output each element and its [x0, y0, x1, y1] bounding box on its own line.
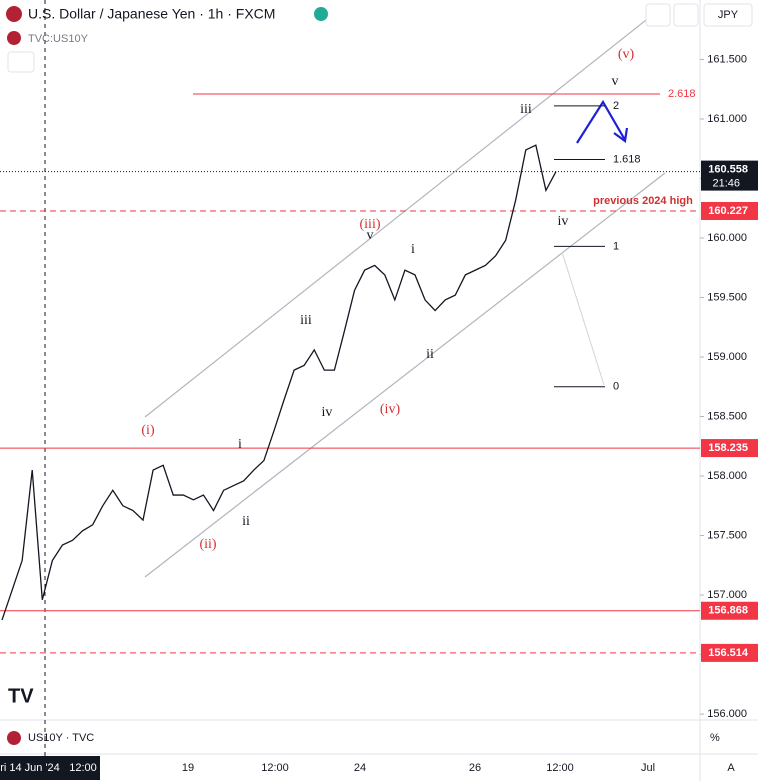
- price-label-box: [701, 202, 758, 221]
- compare-icon: [7, 31, 21, 45]
- wave-label: iv: [322, 405, 333, 420]
- y-tick-label: 160.000: [707, 232, 747, 244]
- x-tick-label: 12:00: [69, 762, 97, 774]
- price-label: 160.227: [708, 205, 748, 217]
- wave-label: (iv): [380, 402, 401, 417]
- projection-arrow: [576, 99, 626, 144]
- x-tick-label: 12:00: [261, 762, 289, 774]
- x-tick-label: 12:00: [546, 762, 574, 774]
- countdown: 21:46: [712, 178, 740, 190]
- x-tick-label: 26: [469, 762, 481, 774]
- fib-label: 1: [613, 240, 619, 252]
- y-tick-label: 157.000: [707, 589, 747, 601]
- wave-label: ii: [242, 514, 250, 529]
- footer-unit: %: [710, 732, 720, 744]
- wave-label: v: [367, 228, 374, 243]
- x-tick-label: ri 14 Jun '24: [0, 762, 60, 774]
- fib-trend: [561, 251, 605, 386]
- last-price-box: [701, 160, 758, 191]
- button[interactable]: [645, 3, 671, 27]
- y-tick-label: 161.000: [707, 113, 747, 125]
- price-label: 156.514: [708, 647, 749, 659]
- x-tick-label: 24: [354, 762, 366, 774]
- x-tick-label: 19: [182, 762, 194, 774]
- x-label-box: [0, 756, 100, 780]
- price-label: 156.868: [708, 605, 748, 617]
- fib-label: 0: [613, 381, 619, 393]
- wave-label: (v): [618, 47, 635, 62]
- wave-label: v: [612, 74, 619, 89]
- symbol-title[interactable]: U.S. Dollar / Japanese Yen · 1h · FXCM: [28, 6, 275, 22]
- price-label: 158.235: [708, 442, 748, 454]
- y-tick-label: 158.500: [707, 410, 747, 422]
- fib-label: 2.618: [668, 88, 696, 100]
- footer-icon: [7, 731, 21, 745]
- wave-label: iv: [558, 214, 569, 229]
- y-tick-label: 159.000: [707, 351, 747, 363]
- arrow-head: [613, 127, 629, 143]
- currency[interactable]: JPY: [718, 9, 739, 21]
- wave-label: i: [238, 437, 242, 452]
- wave-label: (iii): [360, 217, 381, 232]
- wave-label: iii: [520, 102, 532, 117]
- fib-label: 1.618: [613, 153, 641, 165]
- y-tick-label: 159.500: [707, 291, 747, 303]
- fib-label: 2: [613, 100, 619, 112]
- wave-label: previous 2024 high: [593, 195, 693, 207]
- wave-label: i: [411, 242, 415, 257]
- price-label-box: [701, 439, 758, 458]
- status-dot: [314, 7, 328, 21]
- wave-label: iii: [300, 313, 312, 328]
- button[interactable]: [673, 3, 699, 27]
- y-tick-label: 158.000: [707, 470, 747, 482]
- wave-label: (ii): [199, 537, 216, 552]
- price-label-box: [701, 643, 758, 662]
- price-label-box: [701, 601, 758, 620]
- footer-symbol: US10Y · TVC: [28, 732, 94, 744]
- collapse-button[interactable]: [7, 51, 35, 73]
- logo: TV: [8, 685, 34, 707]
- currency-button[interactable]: [703, 3, 753, 27]
- y-tick-label: 161.500: [707, 53, 747, 65]
- channel-lower: [144, 172, 666, 578]
- compare-symbol[interactable]: TVC:US10Y: [28, 33, 89, 45]
- last-price-label: 160.558: [708, 164, 748, 176]
- wave-label: ii: [426, 347, 434, 362]
- y-tick-label: 156.000: [707, 708, 747, 720]
- x-tick-label: Jul: [641, 762, 655, 774]
- footer-mode[interactable]: A: [727, 762, 735, 774]
- wave-label: (i): [141, 423, 155, 438]
- price-line: [1, 144, 557, 621]
- y-tick-label: 157.500: [707, 529, 747, 541]
- flag-icon: [6, 6, 22, 22]
